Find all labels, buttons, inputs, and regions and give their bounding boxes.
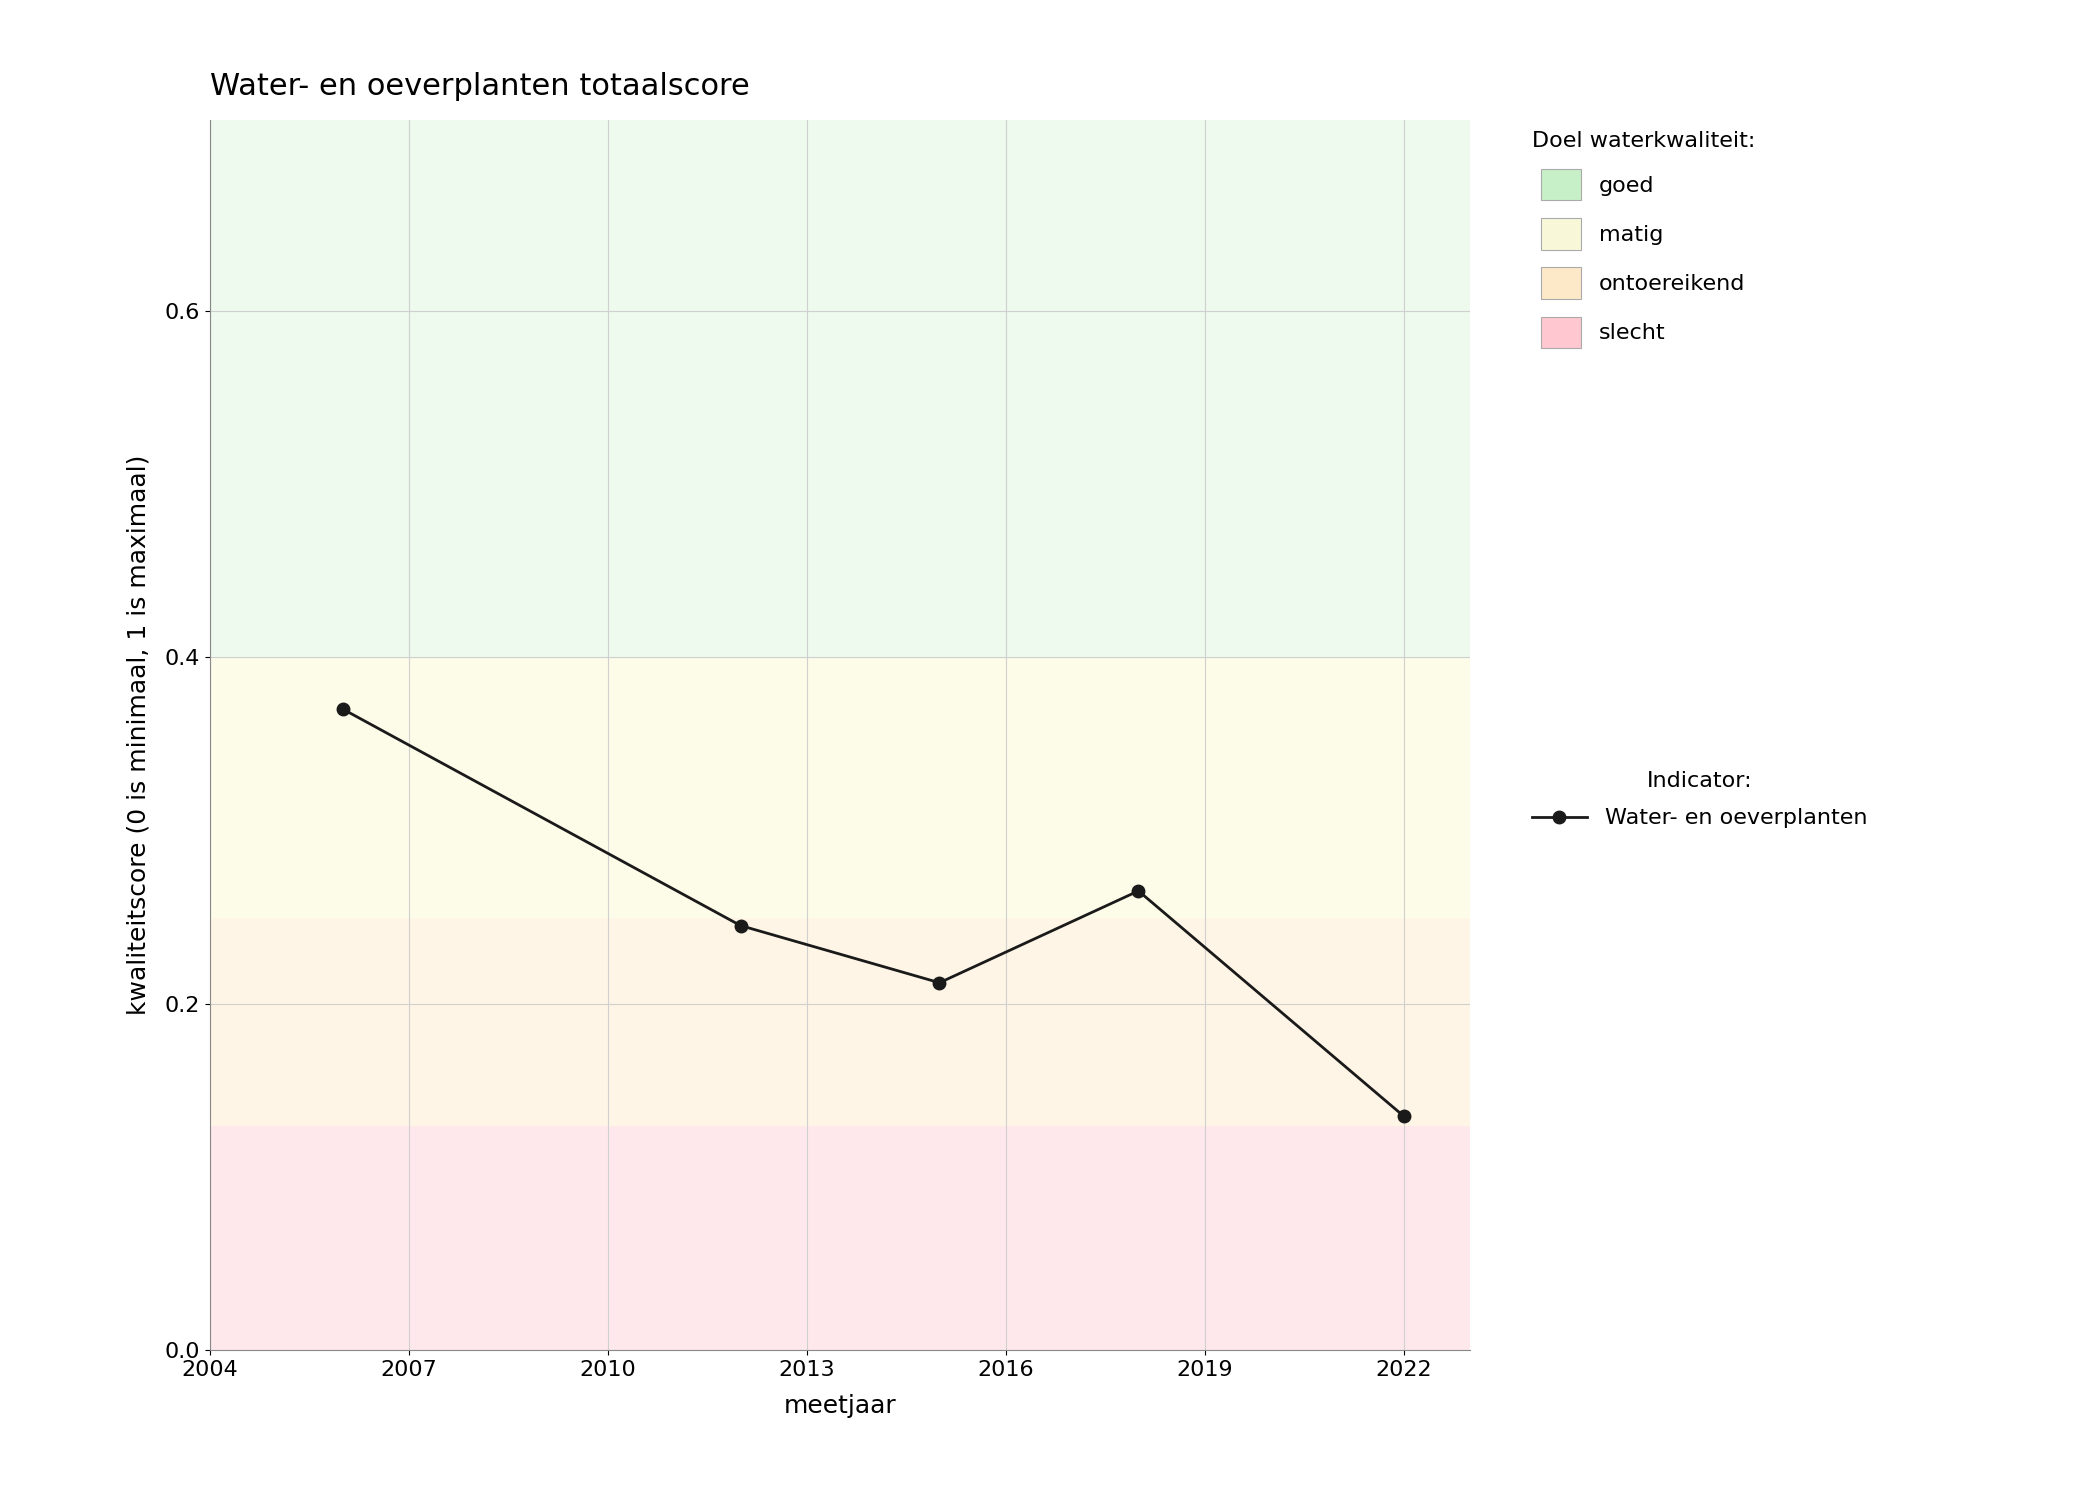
Bar (210, 657, 1470, 916)
Legend: Water- en oeverplanten: Water- en oeverplanten (1531, 771, 1867, 828)
Bar (210, 916, 1470, 1125)
Text: Water- en oeverplanten totaalscore: Water- en oeverplanten totaalscore (210, 72, 750, 100)
Y-axis label: kwaliteitscore (0 is minimaal, 1 is maximaal): kwaliteitscore (0 is minimaal, 1 is maxi… (126, 454, 151, 1016)
X-axis label: meetjaar: meetjaar (783, 1394, 897, 1417)
Bar (210, 120, 1470, 657)
Bar (210, 1125, 1470, 1350)
